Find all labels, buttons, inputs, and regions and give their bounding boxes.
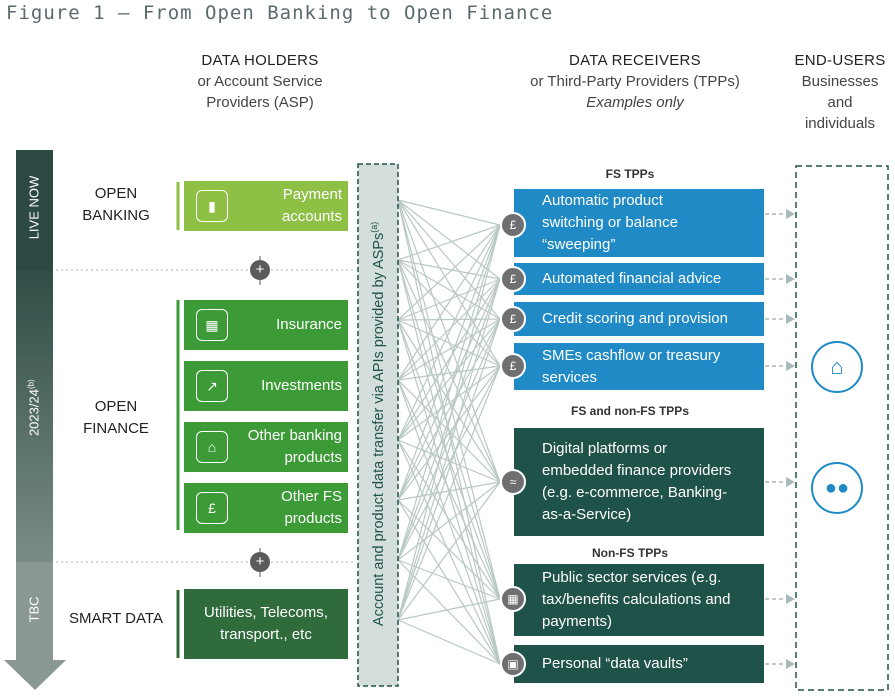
stage-tbc: TBC [16, 562, 53, 662]
receiver-product-switching: Automatic product switching or balance “sw… [514, 189, 764, 257]
connection-line [398, 319, 500, 500]
stage-arrow-head [4, 660, 66, 692]
stage-tbc-label: TBC [27, 550, 42, 670]
connection-line [398, 366, 500, 500]
holder-investments: ↗ Investments [184, 361, 348, 411]
bank-icon: ⌂ [196, 431, 228, 463]
receiver-data-vaults: Personal “data vaults” [514, 645, 764, 683]
fs-nonfs-tpps-label: FS and non-FS TPPs [540, 404, 720, 418]
fs-tpps-label: FS TPPs [560, 167, 700, 181]
row-open-finance-2: FINANCE [83, 420, 149, 437]
calculator-icon: ▦ [500, 586, 526, 612]
plus-icon: + [250, 552, 270, 572]
holder-insurance-label: Insurance [228, 314, 348, 336]
row-open-banking: OPEN BANKING [66, 183, 166, 227]
receiver-sme-cashflow: SMEs cashflow or treasury services [514, 343, 764, 390]
pound-coin-icon: £ [500, 353, 526, 379]
connection-line [398, 225, 500, 440]
holder-other-fs-2: products [284, 510, 342, 527]
holder-other-banking-1: Other banking [248, 427, 342, 444]
holder-investments-label: Investments [228, 375, 348, 397]
chart-icon: ↗ [196, 370, 228, 402]
shop-icon: ⌂ [811, 341, 863, 393]
connection-line [398, 440, 500, 482]
receiver-financial-advice: Automated financial advice [514, 263, 764, 295]
wifi-icon: ≈ [500, 469, 526, 495]
money-bag-icon: £ [196, 492, 228, 524]
stage-live-now-label: LIVE NOW [27, 148, 42, 268]
receiver-digital-platforms: Digital platforms or embedded finance pro… [514, 428, 764, 536]
stage-2023-label: 2023/24(b) [26, 348, 41, 468]
holder-payment-2: accounts [282, 208, 342, 225]
connection-line [398, 620, 500, 664]
holder-payment-1: Payment [283, 186, 342, 203]
receiver-1-line-2: switching or balance [542, 214, 678, 231]
building-icon: ▦ [196, 309, 228, 341]
pound-coin-icon: £ [500, 266, 526, 292]
pound-coin-icon: £ [500, 212, 526, 238]
row-open-finance: OPEN FINANCE [66, 396, 166, 440]
receiver-4-line-1: SMEs cashflow or treasury [542, 347, 720, 364]
receiver-6-line-3: payments) [542, 613, 612, 630]
receiver-5-line-4: as-a-Service) [542, 506, 631, 523]
receiver-6-line-2: tax/benefits calculations and [542, 591, 730, 608]
people-icon: ●● [811, 462, 863, 514]
receiver-public-sector: Public sector services (e.g. tax/benefits… [514, 564, 764, 636]
receiver-6-line-1: Public sector services (e.g. [542, 569, 721, 586]
connection-line [398, 482, 500, 500]
stage-live-now: LIVE NOW [16, 150, 53, 270]
image-icon: ▣ [500, 651, 526, 677]
receiver-5-line-3: (e.g. e-commerce, Banking- [542, 484, 727, 501]
receiver-2-label: Automated financial advice [542, 268, 721, 290]
pound-coin-icon: £ [500, 306, 526, 332]
connection-line [398, 482, 500, 620]
receiver-5-line-1: Digital platforms or [542, 440, 667, 457]
holder-insurance: ▦ Insurance [184, 300, 348, 350]
row-open-banking-1: OPEN [95, 185, 138, 202]
receiver-3-label: Credit scoring and provision [542, 308, 728, 330]
holder-payment-accounts: ▮ Payment accounts [184, 181, 348, 231]
receiver-4-line-2: services [542, 369, 597, 386]
holder-utilities-2: transport., etc [220, 626, 312, 643]
holder-other-banking: ⌂ Other banking products [184, 422, 348, 472]
receiver-1-line-3: “sweeping” [542, 236, 615, 253]
receiver-credit-scoring: Credit scoring and provision [514, 302, 764, 336]
holder-utilities: Utilities, Telecoms, transport., etc [184, 589, 348, 659]
plus-icon: + [250, 260, 270, 280]
stage-2023: 2023/24(b) [16, 270, 53, 562]
receiver-7-label: Personal “data vaults” [542, 653, 688, 675]
row-open-finance-1: OPEN [95, 398, 138, 415]
holder-other-fs: £ Other FS products [184, 483, 348, 533]
holder-utilities-1: Utilities, Telecoms, [204, 604, 328, 621]
connection-line [398, 599, 500, 620]
api-bar-text: Account and product data transfer via AP… [371, 233, 387, 626]
card-icon: ▮ [196, 190, 228, 222]
row-smart-data: SMART DATA [56, 608, 176, 630]
stage-year-sup: (b) [26, 379, 35, 389]
row-open-banking-2: BANKING [82, 207, 150, 224]
stage-year: 2023/24 [27, 389, 42, 436]
api-bar-sup: (a) [369, 222, 379, 233]
holder-other-fs-1: Other FS [281, 488, 342, 505]
holder-other-banking-2: products [284, 449, 342, 466]
nonfs-tpps-label: Non-FS TPPs [560, 546, 700, 560]
api-bar-label: Account and product data transfer via AP… [369, 164, 387, 684]
receiver-1-line-1: Automatic product [542, 192, 663, 209]
receiver-5-line-2: embedded finance providers [542, 462, 731, 479]
